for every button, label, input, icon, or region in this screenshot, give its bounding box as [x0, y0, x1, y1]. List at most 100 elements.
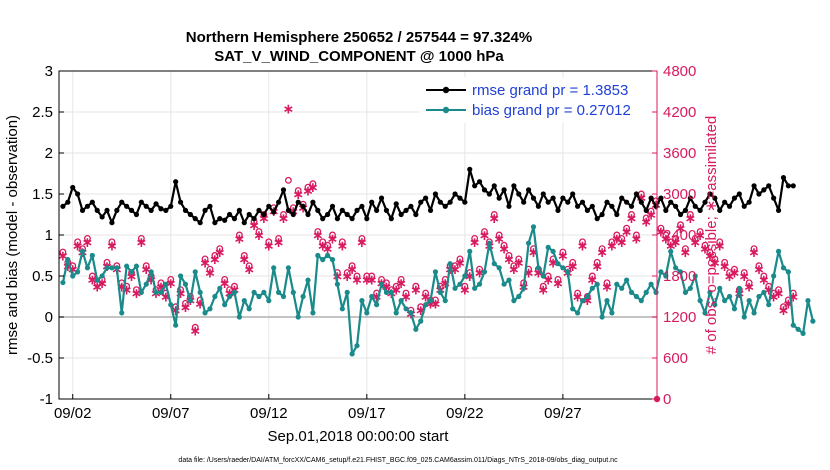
obs-assimilated-point: ∗ [684, 211, 696, 227]
rmse-point [266, 203, 272, 209]
obs-possible-point [353, 272, 361, 280]
bias-point [222, 302, 228, 308]
rmse-point [354, 207, 360, 213]
bias-point [599, 314, 605, 320]
rmse-point [648, 195, 654, 201]
bias-point [315, 252, 321, 259]
bias-point [442, 298, 448, 304]
y-right-tick-label: 0 [663, 391, 671, 408]
obs-assimilated-point: ∗ [498, 242, 510, 258]
obs-assimilated-point: ∗ [631, 231, 643, 247]
obs-assimilated-point: ∗ [645, 208, 657, 224]
obs-possible-point [691, 234, 699, 242]
bias-point [525, 240, 532, 246]
bias-point [354, 343, 360, 349]
bias-point [481, 269, 488, 275]
bias-point [256, 293, 262, 300]
obs-possible-point [280, 211, 287, 218]
obs-assimilated-point: ∗ [582, 293, 594, 309]
obs-possible-point [265, 238, 273, 246]
bias-point [133, 263, 140, 269]
bias-point [104, 265, 110, 271]
obs-assimilated-point: ∗ [591, 259, 603, 275]
obs-possible-point [240, 252, 248, 259]
rmse-point [697, 207, 703, 213]
obs-possible-point [294, 187, 302, 195]
obs-assimilated-point: ∗ [253, 228, 265, 244]
rmse-point [589, 203, 595, 209]
obs-possible-point [343, 269, 351, 277]
obs-possible-point [74, 238, 82, 246]
bias-point [173, 322, 179, 328]
rmse-point [682, 207, 689, 213]
obs-assimilated-point: ∗ [542, 272, 554, 288]
rmse-point [614, 211, 620, 218]
rmse-point [138, 199, 144, 205]
obs-assimilated-point: ∗ [547, 255, 559, 271]
bias-point [423, 302, 429, 308]
obs-assimilated-point: ∗ [204, 266, 216, 282]
bias-point [800, 330, 806, 336]
rmse-point [486, 191, 492, 197]
rmse-point [668, 199, 674, 205]
obs-assimilated-point: ∗ [537, 283, 549, 299]
y-left-tick-label: 1.5 [32, 186, 53, 203]
obs-assimilated-point: ∗ [273, 235, 285, 251]
obs-assimilated-point: ∗ [601, 279, 613, 295]
rmse-point [751, 183, 757, 189]
y-right-tick-label: 1200 [663, 309, 696, 326]
rmse-point [653, 203, 659, 209]
bias-point [472, 285, 478, 291]
obs-possible-point [657, 224, 665, 232]
bias-point [594, 281, 600, 287]
obs-assimilated-point: ∗ [336, 238, 348, 254]
bias-point [79, 248, 86, 254]
rmse-point [158, 206, 164, 212]
obs-possible-point [182, 299, 189, 307]
obs-possible-point [417, 303, 425, 311]
bias-point [192, 269, 198, 275]
obs-assimilated-point: ∗ [327, 231, 339, 247]
obs-possible-point [132, 286, 140, 294]
obs-assimilated-point: ∗ [420, 290, 432, 306]
obs-possible-point [662, 231, 670, 239]
obs-possible-point [471, 234, 479, 242]
rmse-point [472, 183, 478, 189]
series-layer: ∗∗∗∗∗∗∗∗∗∗∗∗∗∗∗∗∗∗∗∗∗∗∗∗∗∗∗∗∗∗∗∗∗∗∗∗∗∗∗∗… [57, 102, 816, 403]
y-left-tick-label: -1 [40, 391, 53, 408]
obs-assimilated-point: ∗ [778, 303, 790, 319]
obs-possible-point [476, 265, 484, 273]
obs-assimilated-point: ∗ [660, 231, 672, 247]
bias-point [182, 281, 189, 287]
obs-assimilated-point: ∗ [116, 279, 128, 295]
rmse-point [275, 199, 282, 205]
bias-point [261, 289, 267, 295]
bias-point [143, 281, 149, 287]
rmse-point [163, 207, 169, 213]
rmse-point [212, 220, 218, 226]
bias-point [153, 289, 159, 295]
bias-point [75, 269, 81, 275]
rmse-point [408, 203, 414, 209]
rmse-point [187, 211, 193, 218]
bias-point [766, 302, 772, 308]
bias-point [658, 269, 664, 275]
obs-possible-point [456, 255, 464, 263]
rmse-point [702, 199, 708, 205]
bias-point [109, 265, 115, 271]
obs-assimilated-point: ∗ [464, 269, 476, 285]
bias-point [736, 285, 742, 291]
rmse-point [594, 216, 600, 222]
y-right-tick-label: 4200 [663, 104, 696, 121]
obs-assimilated-point: ∗ [57, 249, 69, 265]
rmse-point [530, 195, 537, 201]
rmse-point [99, 214, 105, 220]
x-tick-label: 09/27 [544, 405, 582, 422]
obs-assimilated-point: ∗ [449, 262, 461, 278]
obs-assimilated-point: ∗ [67, 262, 79, 278]
obs-possible-point [191, 323, 199, 331]
bias-point [486, 240, 492, 246]
bias-point [408, 310, 414, 316]
rmse-point [584, 207, 590, 213]
rmse-point [476, 179, 483, 185]
